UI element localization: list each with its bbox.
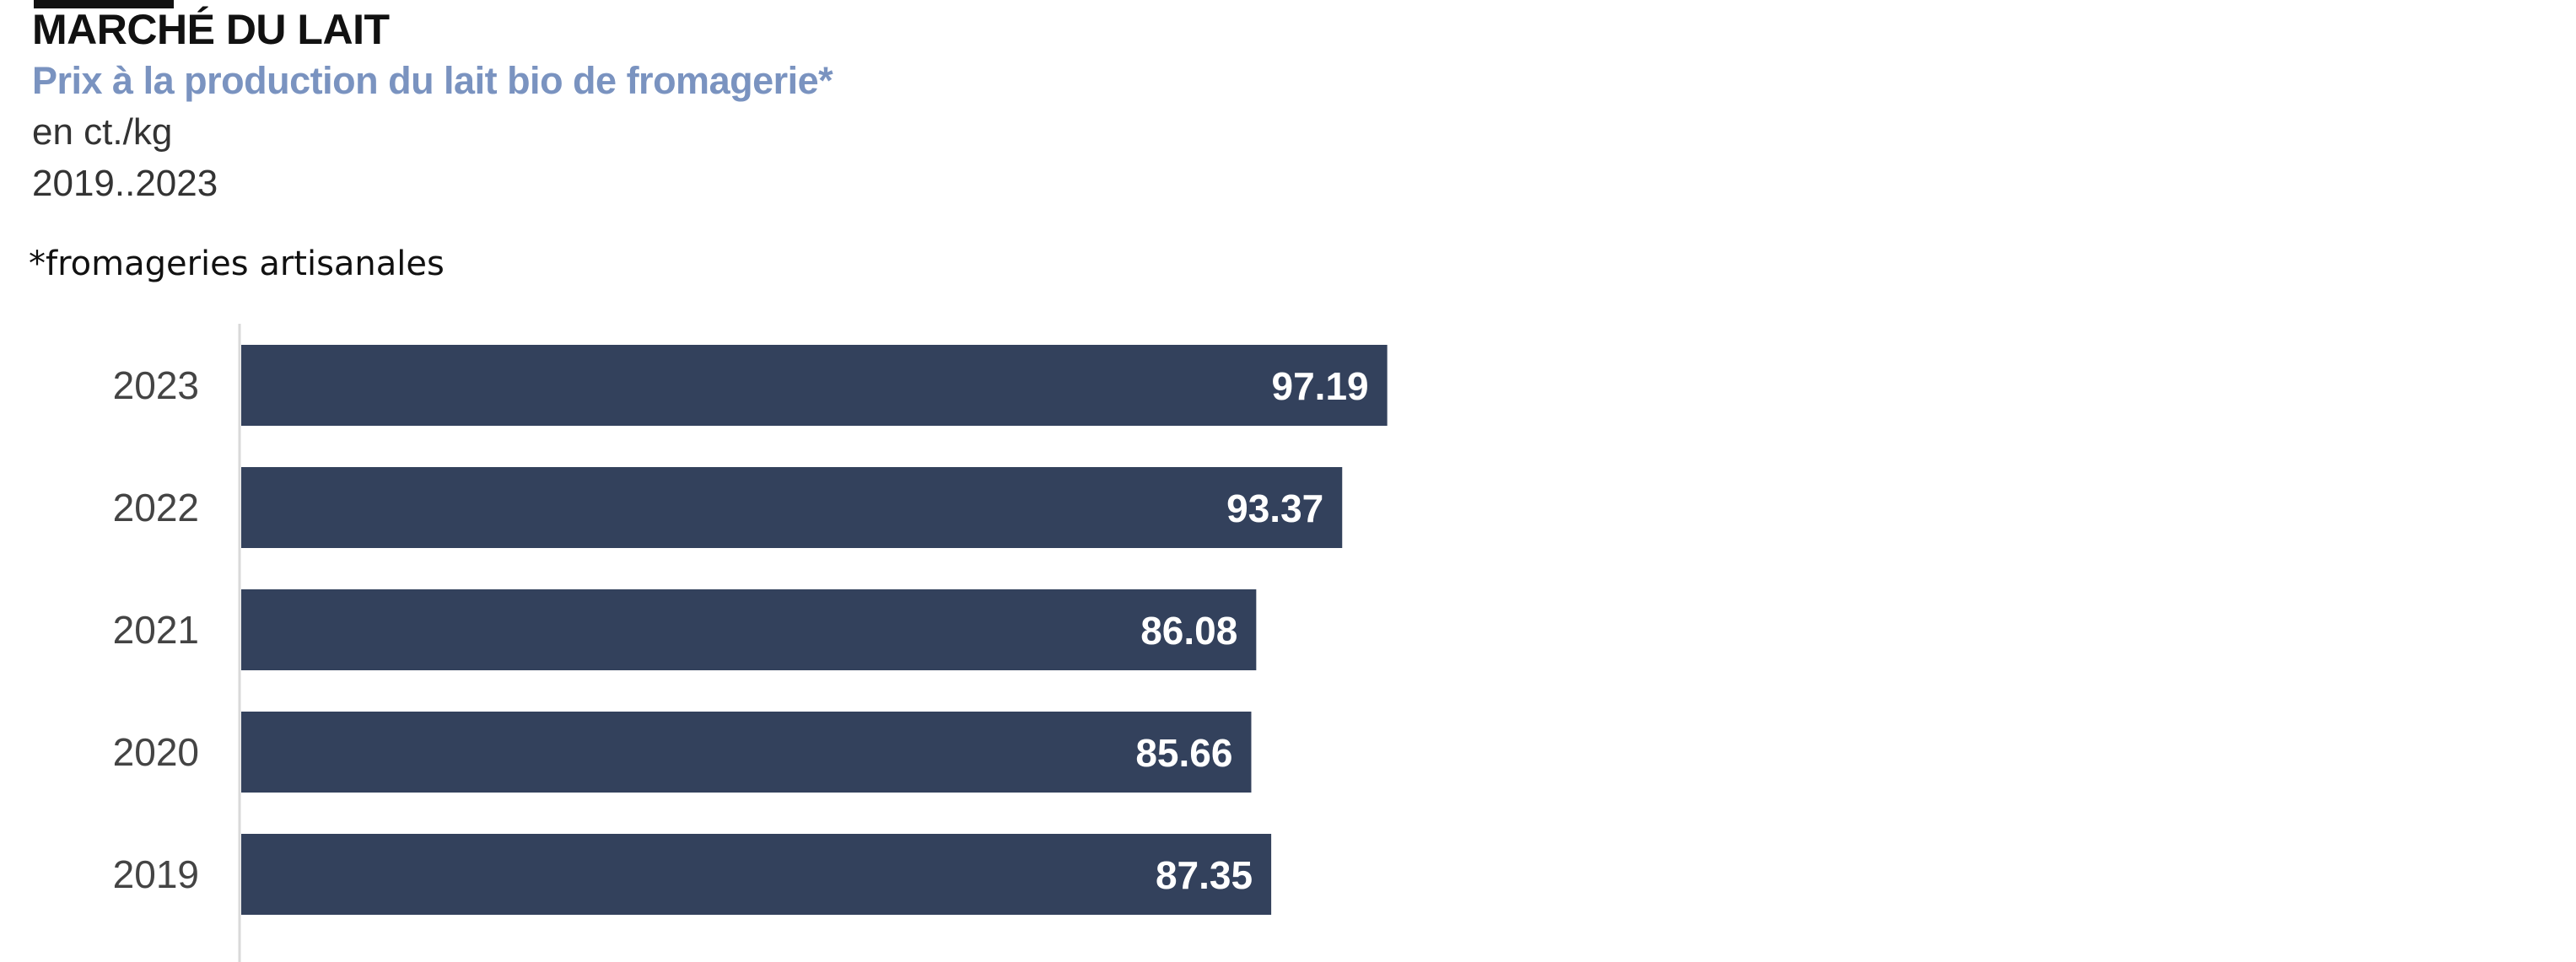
data-label-2020: 85.66: [1135, 731, 1232, 775]
bar-2020: [241, 712, 1252, 793]
page-title: MARCHÉ DU LAIT: [32, 6, 390, 53]
y-tick-label-2022: 2022: [113, 486, 199, 529]
footnote: *fromageries artisanales: [29, 245, 445, 283]
data-label-2022: 93.37: [1226, 486, 1323, 530]
y-tick-label-2020: 2020: [113, 730, 199, 774]
chart-subtitle: Prix à la production du lait bio de from…: [32, 59, 833, 102]
bar-2023: [241, 345, 1388, 426]
period-label: 2019..2023: [32, 163, 218, 204]
y-tick-label-2021: 2021: [113, 608, 199, 652]
unit-label: en ct./kg: [32, 111, 173, 153]
data-label-2023: 97.19: [1272, 364, 1369, 408]
y-tick-label-2023: 2023: [113, 363, 199, 407]
bar-2021: [241, 589, 1257, 670]
header-accent-bar: [34, 0, 174, 8]
bar-2019: [241, 834, 1272, 915]
data-label-2019: 87.35: [1156, 853, 1253, 897]
bar-2022: [241, 467, 1343, 548]
y-tick-label-2019: 2019: [113, 852, 199, 896]
data-label-2021: 86.08: [1140, 609, 1237, 653]
bar-chart: 2023 97.19 2022 93.37 2021 86.08 2020 85.66 2019…: [113, 324, 1388, 962]
